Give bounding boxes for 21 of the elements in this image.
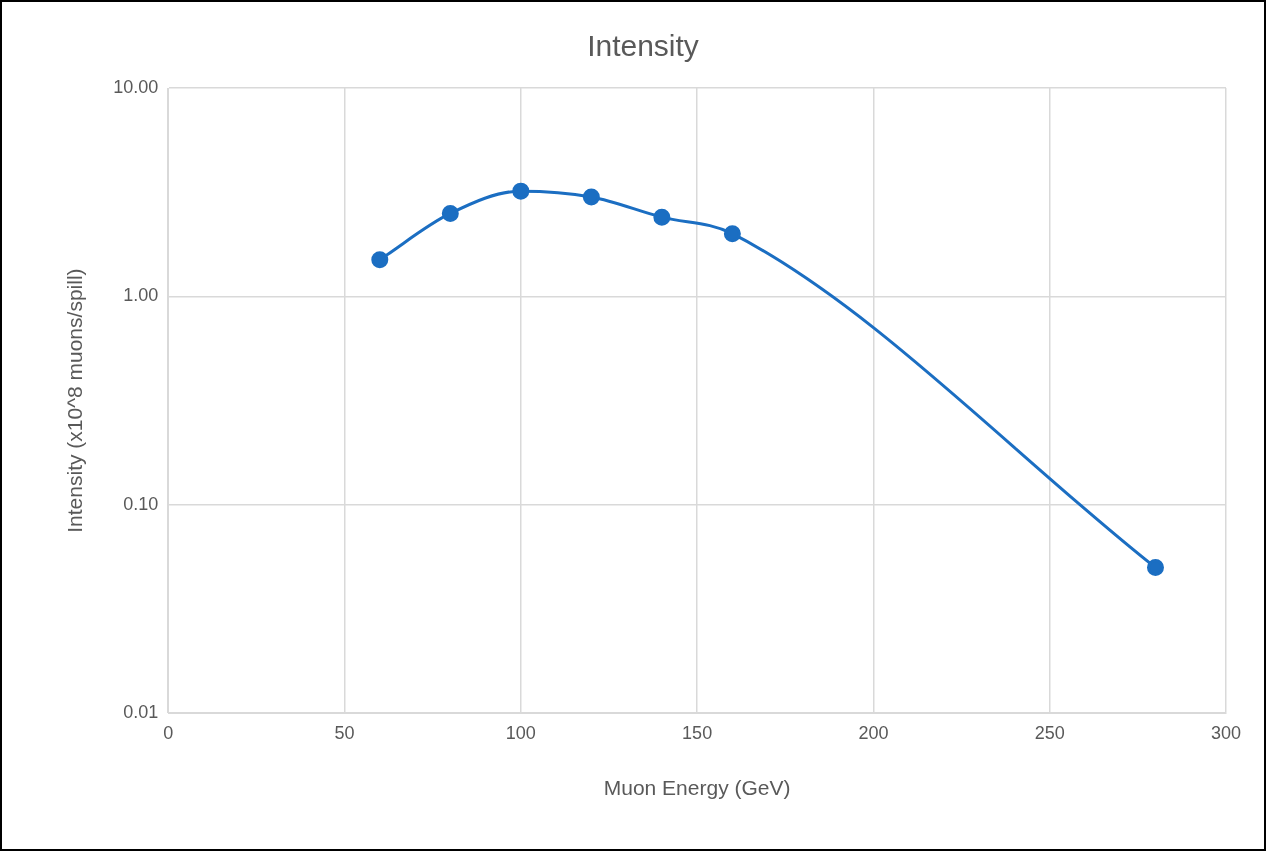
point bbox=[512, 182, 530, 200]
y-axis-title: Intensity (x10^8 muons/spill) bbox=[63, 268, 87, 533]
point bbox=[371, 251, 389, 269]
x-tick-label: 0 bbox=[163, 722, 174, 743]
y-tick-label: 10.00 bbox=[113, 76, 159, 97]
x-tick-label: 300 bbox=[1210, 722, 1242, 743]
y-tick-label: 0.10 bbox=[123, 493, 159, 514]
x-tick-label: 100 bbox=[505, 722, 536, 743]
x-tick-label: 200 bbox=[858, 722, 889, 743]
point bbox=[723, 225, 741, 243]
x-axis-title: Muon Energy (GeV) bbox=[603, 776, 791, 800]
x-tick-label: 150 bbox=[682, 722, 713, 743]
point bbox=[653, 208, 671, 226]
chart-title: Intensity bbox=[587, 29, 699, 63]
y-tick-label: 1.00 bbox=[123, 285, 159, 306]
point bbox=[1146, 559, 1164, 577]
y-tick-label: 0.01 bbox=[123, 702, 159, 723]
x-tick-label: 250 bbox=[1034, 722, 1065, 743]
point bbox=[582, 188, 600, 206]
x-tick-label: 50 bbox=[334, 722, 355, 743]
point bbox=[441, 204, 459, 222]
